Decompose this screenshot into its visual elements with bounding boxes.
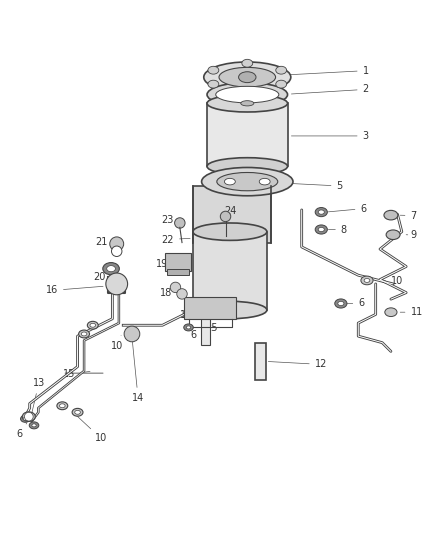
- Ellipse shape: [103, 263, 119, 275]
- Ellipse shape: [242, 59, 253, 67]
- Text: 15: 15: [63, 369, 90, 379]
- Ellipse shape: [201, 167, 293, 196]
- Ellipse shape: [239, 72, 256, 83]
- FancyBboxPatch shape: [207, 103, 288, 166]
- Text: 10: 10: [78, 416, 107, 443]
- Ellipse shape: [259, 179, 270, 185]
- Ellipse shape: [207, 94, 288, 112]
- Text: 5: 5: [274, 181, 343, 191]
- Ellipse shape: [219, 67, 276, 87]
- Circle shape: [124, 326, 140, 342]
- Ellipse shape: [361, 276, 373, 285]
- Ellipse shape: [208, 66, 219, 74]
- Bar: [201, 314, 210, 345]
- Ellipse shape: [57, 402, 68, 410]
- Circle shape: [170, 282, 181, 293]
- Text: 10: 10: [111, 335, 124, 351]
- Ellipse shape: [90, 324, 95, 327]
- Bar: [184, 297, 237, 319]
- Bar: [167, 269, 188, 275]
- Ellipse shape: [241, 101, 254, 106]
- Ellipse shape: [207, 158, 288, 175]
- Ellipse shape: [193, 223, 267, 240]
- Ellipse shape: [224, 179, 235, 185]
- Text: 3: 3: [291, 131, 369, 141]
- Circle shape: [177, 289, 187, 299]
- Ellipse shape: [216, 86, 279, 103]
- Ellipse shape: [242, 87, 253, 95]
- Ellipse shape: [386, 230, 400, 239]
- Text: 25: 25: [205, 324, 218, 333]
- Ellipse shape: [207, 83, 288, 107]
- Ellipse shape: [32, 424, 36, 427]
- Ellipse shape: [276, 66, 286, 74]
- Text: 14: 14: [132, 340, 144, 403]
- Bar: [193, 186, 271, 243]
- Ellipse shape: [384, 211, 398, 220]
- Circle shape: [112, 246, 122, 256]
- Ellipse shape: [23, 417, 28, 421]
- Text: 16: 16: [46, 286, 103, 295]
- Ellipse shape: [276, 80, 286, 88]
- Ellipse shape: [364, 278, 370, 282]
- Text: 9: 9: [406, 230, 417, 240]
- Text: 8: 8: [328, 224, 347, 235]
- Ellipse shape: [22, 412, 35, 422]
- Text: 6: 6: [346, 298, 364, 309]
- Ellipse shape: [318, 228, 324, 232]
- Ellipse shape: [60, 404, 65, 408]
- Text: 2: 2: [291, 84, 369, 94]
- Bar: [193, 232, 267, 310]
- Ellipse shape: [204, 62, 291, 92]
- Ellipse shape: [81, 332, 87, 336]
- Ellipse shape: [335, 299, 347, 308]
- Circle shape: [220, 211, 231, 222]
- Ellipse shape: [315, 225, 327, 234]
- Text: 24: 24: [224, 206, 237, 216]
- Text: 23: 23: [162, 215, 179, 225]
- Bar: [165, 254, 191, 271]
- Ellipse shape: [184, 324, 193, 331]
- Text: 10: 10: [376, 276, 403, 286]
- Ellipse shape: [315, 207, 327, 217]
- Text: 22: 22: [162, 235, 190, 245]
- Circle shape: [25, 413, 33, 421]
- Ellipse shape: [208, 80, 219, 88]
- Text: 17: 17: [180, 310, 192, 320]
- Circle shape: [106, 273, 127, 295]
- Text: 13: 13: [32, 378, 45, 414]
- Ellipse shape: [75, 410, 81, 414]
- Ellipse shape: [217, 173, 278, 191]
- Ellipse shape: [186, 326, 191, 329]
- Ellipse shape: [87, 321, 98, 329]
- Ellipse shape: [21, 415, 30, 422]
- Ellipse shape: [318, 210, 324, 214]
- Text: 6: 6: [328, 204, 367, 214]
- Text: 6: 6: [16, 423, 27, 439]
- Text: 20: 20: [93, 270, 108, 282]
- Text: 1: 1: [287, 66, 369, 76]
- Text: 12: 12: [268, 359, 327, 369]
- Text: 18: 18: [160, 288, 178, 297]
- Ellipse shape: [79, 330, 89, 338]
- Text: 19: 19: [156, 260, 168, 269]
- Text: 11: 11: [400, 307, 423, 317]
- Text: 6: 6: [191, 330, 197, 340]
- Circle shape: [175, 218, 185, 228]
- Ellipse shape: [29, 422, 39, 429]
- Text: 21: 21: [95, 237, 114, 247]
- Ellipse shape: [385, 308, 397, 317]
- Ellipse shape: [338, 301, 344, 305]
- Ellipse shape: [107, 265, 116, 272]
- Bar: [254, 343, 265, 379]
- Text: 7: 7: [400, 211, 417, 221]
- Ellipse shape: [72, 408, 83, 416]
- Circle shape: [110, 237, 124, 251]
- Ellipse shape: [193, 301, 267, 319]
